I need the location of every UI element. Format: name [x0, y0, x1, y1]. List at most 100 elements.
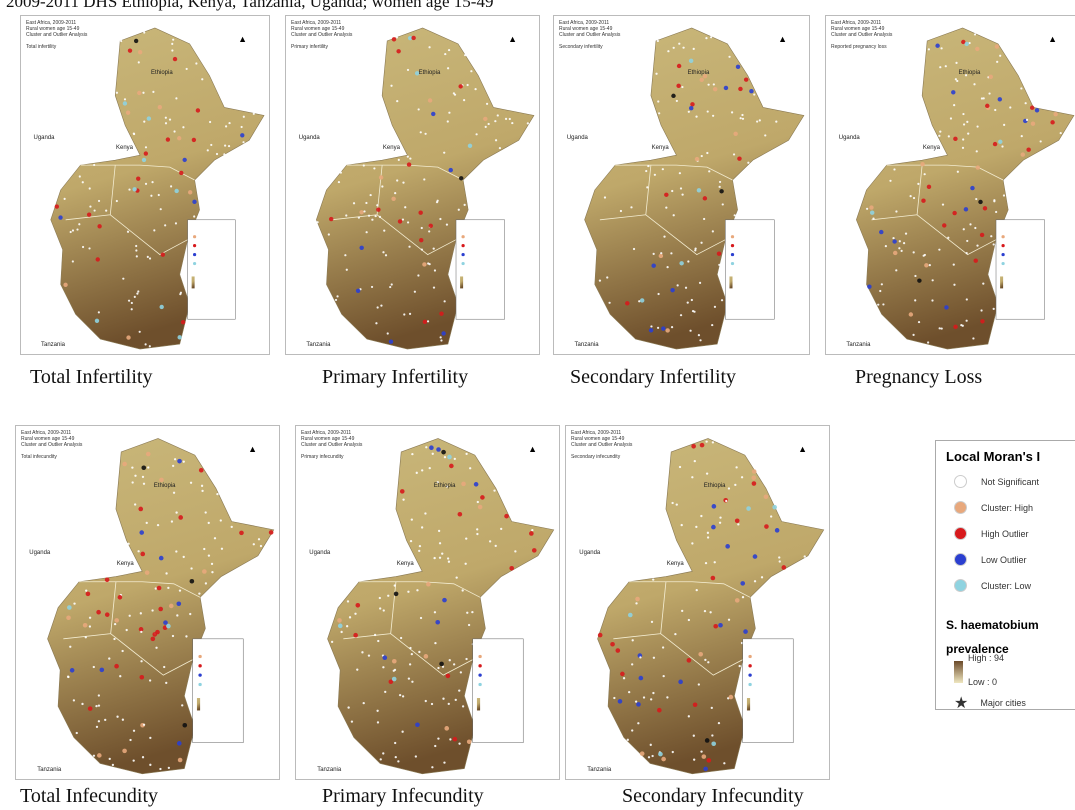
- cluster-dot: [1003, 124, 1005, 126]
- cluster-dot: [401, 731, 403, 733]
- cluster-dot: [707, 758, 712, 763]
- cluster-dot: [383, 230, 385, 232]
- cluster-dot: [754, 580, 756, 582]
- cluster-dot: [980, 309, 982, 311]
- cluster-dot: [712, 115, 714, 117]
- cluster-dot: [365, 202, 367, 204]
- cluster-dot: [87, 212, 91, 216]
- cluster-dot: [201, 490, 203, 492]
- cluster-dot: [389, 339, 393, 343]
- cluster-dot: [944, 305, 948, 309]
- cluster-dot: [82, 181, 84, 183]
- cluster-dot: [416, 472, 418, 474]
- cluster-dot: [70, 231, 72, 233]
- cluster-dot: [403, 313, 405, 315]
- cluster-dot: [449, 738, 451, 740]
- cluster-dot: [165, 122, 167, 124]
- cluster-dot: [477, 501, 479, 503]
- cluster-dot: [421, 227, 423, 229]
- mini-legend: [473, 639, 523, 743]
- cluster-dot: [407, 69, 409, 71]
- cluster-dot: [685, 287, 687, 289]
- cluster-dot: [439, 557, 441, 559]
- cluster-dot: [170, 185, 172, 187]
- cluster-dot: [696, 589, 698, 591]
- cluster-dot: [650, 744, 652, 746]
- cluster-dot: [203, 548, 205, 550]
- cluster-dot: [735, 598, 740, 603]
- cluster-dot: [1026, 119, 1028, 121]
- cluster-dot: [391, 283, 393, 285]
- cluster-dot: [659, 254, 663, 258]
- cluster-dot: [449, 659, 451, 661]
- cluster-dot: [752, 469, 757, 474]
- cluster-dot: [700, 751, 702, 753]
- cluster-dot: [953, 325, 957, 329]
- cluster-dot: [418, 651, 420, 653]
- legend-low: Low : 0: [968, 677, 997, 687]
- cluster-dot: [393, 670, 395, 672]
- cluster-dot: [155, 630, 160, 635]
- cluster-dot: [418, 108, 420, 110]
- cluster-dot: [81, 703, 83, 705]
- cluster-dot: [140, 552, 145, 557]
- cluster-dot: [424, 133, 426, 135]
- cluster-dot: [458, 209, 460, 211]
- legend-label: Not Significant: [981, 477, 1039, 487]
- cluster-dot: [253, 543, 255, 545]
- cluster-dot: [93, 755, 95, 757]
- cluster-dot: [456, 577, 458, 579]
- cluster-dot: [699, 282, 701, 284]
- cluster-dot: [207, 149, 209, 151]
- cluster-dot: [128, 48, 132, 52]
- mini-legend-dot: [193, 253, 196, 256]
- cluster-dot: [118, 595, 123, 600]
- cluster-dot: [448, 49, 450, 51]
- cluster-dot: [734, 214, 736, 216]
- cluster-dot: [719, 522, 721, 524]
- cluster-dot: [697, 188, 701, 192]
- cluster-dot: [400, 489, 405, 494]
- cluster-dot: [947, 237, 949, 239]
- cluster-dot: [461, 482, 466, 487]
- cluster-dot: [690, 102, 694, 106]
- cluster-dot: [402, 218, 404, 220]
- cluster-dot: [723, 762, 725, 764]
- cluster-dot: [89, 617, 91, 619]
- cluster-dot: [662, 646, 664, 648]
- cluster-dot: [465, 658, 467, 660]
- cluster-dot: [742, 596, 744, 598]
- legend-swatch: [954, 501, 967, 514]
- cluster-dot: [464, 204, 466, 206]
- cluster-dot: [652, 692, 654, 694]
- cluster-dot: [486, 103, 488, 105]
- cluster-dot: [650, 698, 652, 700]
- cluster-dot: [738, 87, 742, 91]
- mini-legend-dot: [193, 244, 196, 247]
- cluster-dot: [882, 303, 884, 305]
- cluster-dot: [105, 578, 110, 583]
- cluster-dot: [387, 332, 389, 334]
- header-line: Cluster and Outlier Analysis: [571, 442, 632, 448]
- cluster-dot: [199, 468, 204, 473]
- map-header: East Africa, 2009-2011Rural women age 15…: [571, 430, 632, 448]
- cluster-dot: [109, 758, 111, 760]
- cluster-dot: [108, 657, 110, 659]
- cluster-dot: [718, 722, 720, 724]
- cluster-dot: [134, 39, 138, 43]
- cluster-dot: [93, 209, 95, 211]
- cluster-dot: [145, 183, 147, 185]
- cluster-dot: [389, 286, 391, 288]
- legend-item: Low Outlier: [954, 553, 1027, 566]
- cluster-dot: [128, 300, 130, 302]
- cluster-dot: [725, 500, 727, 502]
- cluster-dot: [935, 44, 939, 48]
- cluster-dot: [174, 458, 176, 460]
- cluster-dot: [671, 190, 673, 192]
- cluster-dot: [149, 764, 151, 766]
- mini-legend-dot: [731, 244, 734, 247]
- mini-legend-dot: [193, 235, 196, 238]
- cluster-dot: [463, 99, 465, 101]
- mini-gradient: [1000, 276, 1003, 288]
- country-label: Ethiopia: [154, 483, 176, 489]
